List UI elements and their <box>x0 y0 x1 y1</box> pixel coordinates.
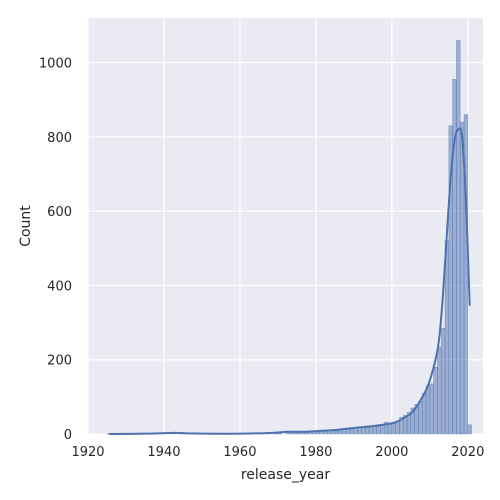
histogram-bar <box>368 426 374 435</box>
histogram-bar <box>349 428 355 435</box>
histogram-bar <box>387 423 393 435</box>
x-axis-title: release_year <box>241 467 331 483</box>
histogram-bar <box>380 424 385 435</box>
histogram-bar <box>334 430 339 435</box>
y-tick-label: 0 <box>64 428 72 443</box>
x-axis-ticks: 1920 1940 1960 1980 2000 2020 <box>71 445 484 460</box>
histogram-bar <box>429 383 434 435</box>
plot-background <box>88 18 483 434</box>
histogram-bar <box>376 426 381 435</box>
histogram-bar <box>365 427 370 435</box>
histogram-bar <box>456 40 461 435</box>
y-tick-label: 400 <box>47 279 72 294</box>
histogram-bar <box>467 424 472 435</box>
y-tick-label: 200 <box>47 354 72 369</box>
x-tick-label: 2000 <box>375 445 408 460</box>
histogram-bar <box>304 432 309 435</box>
y-axis-ticks: 0 200 400 600 800 1000 <box>39 57 72 443</box>
histogram-bar <box>433 366 438 435</box>
x-tick-label: 1960 <box>223 445 256 460</box>
histogram-bar <box>440 327 446 435</box>
kde-line <box>108 127 471 435</box>
x-tick-label: 2020 <box>451 445 484 460</box>
histogram-bar <box>357 427 362 435</box>
histogram-bar <box>418 401 423 435</box>
histogram-bar <box>437 346 442 435</box>
histogram-bar <box>425 385 431 435</box>
x-tick-label: 1940 <box>147 445 180 460</box>
histogram-bars <box>106 40 472 435</box>
y-tick-label: 1000 <box>39 57 72 72</box>
y-tick-label: 800 <box>47 131 72 146</box>
histogram-bar <box>342 430 347 435</box>
y-axis-title: Count <box>18 205 34 247</box>
x-tick-label: 1980 <box>299 445 332 460</box>
y-tick-label: 600 <box>47 205 72 220</box>
x-tick-label: 1920 <box>71 445 104 460</box>
histogram-bar <box>421 392 427 435</box>
histogram-bar <box>391 422 396 435</box>
